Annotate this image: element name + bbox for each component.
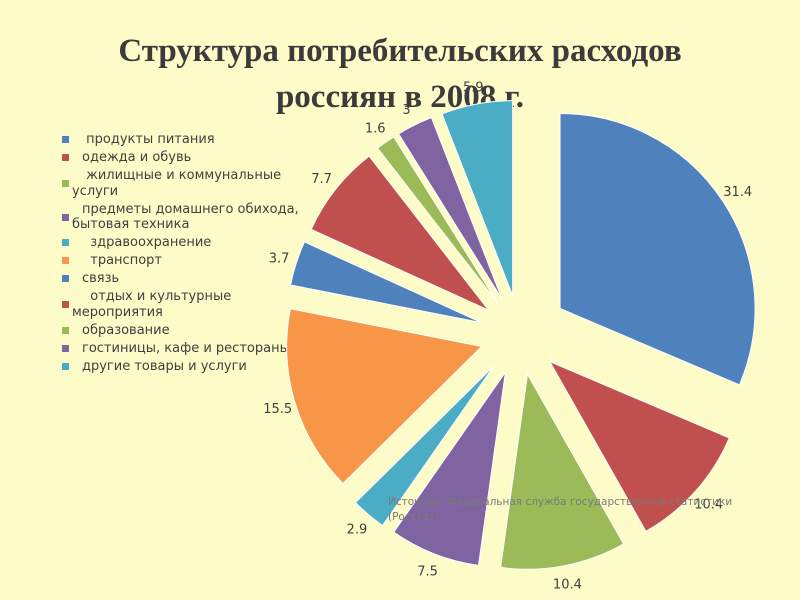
legend-label: связь (82, 271, 120, 286)
pie-slice (548, 360, 730, 533)
legend-label-continued: услуги (72, 183, 119, 199)
legend-item: одежда и обувь (62, 150, 312, 166)
legend-label: другие товары и услуги (82, 358, 247, 374)
legend-label: жилищные и коммунальные (82, 168, 282, 183)
data-label: 3 (402, 103, 410, 118)
legend-item: отдых и культурные мероприятия (62, 289, 312, 320)
data-label: 1.6 (365, 122, 386, 137)
data-label: 7.7 (311, 172, 332, 187)
legend-label-continued: мероприятия (72, 304, 163, 320)
data-label: 5.9 (463, 80, 484, 95)
pie-slice (500, 372, 625, 570)
source-line-1: Источник: Федеральная служба государстве… (388, 496, 733, 508)
pie-slice (286, 308, 483, 485)
chart-title: Структура потребительских расходов росси… (0, 28, 800, 120)
legend-item: связь (62, 271, 312, 287)
data-label: 31.4 (723, 185, 752, 200)
legend-swatch (62, 239, 69, 246)
pie-slice (354, 365, 495, 527)
legend-label: образование (82, 322, 170, 338)
legend-swatch (62, 326, 69, 334)
legend-label: предметы домашнего обихода, (82, 201, 299, 217)
legend-label: продукты питания (82, 132, 215, 147)
data-label: 10.4 (694, 498, 723, 513)
legend-item: продукты питания (62, 132, 312, 148)
legend-swatch (62, 136, 69, 143)
legend-label: здравоохранение (82, 235, 212, 250)
legend-item: транспорт (62, 253, 312, 269)
pie-slice (559, 113, 756, 386)
data-label: 10.4 (553, 578, 582, 593)
legend-swatch (62, 275, 69, 282)
legend: продукты питания одежда и обувь жилищные … (62, 132, 312, 377)
pie-slice (393, 371, 506, 566)
pie-slice (376, 136, 498, 303)
legend-label: гостиницы, кафе и рестораны (82, 340, 290, 356)
pie-slice (310, 155, 490, 311)
legend-swatch (62, 362, 69, 370)
title-line-1: Структура потребительских расходов (118, 33, 682, 69)
legend-item: гостиницы, кафе и рестораны (62, 341, 312, 357)
source-line-2: (Росстат) (388, 511, 440, 523)
legend-swatch (62, 180, 69, 187)
legend-label-continued: бытовая техника (72, 217, 190, 232)
legend-label: одежда и обувь (82, 150, 192, 165)
data-label: 15.5 (263, 402, 292, 417)
legend-swatch (62, 257, 69, 264)
legend-label: отдых и культурные (82, 289, 232, 304)
pie-slice (397, 116, 503, 300)
data-label: 2.9 (347, 522, 368, 537)
legend-item: предметы домашнего обихода, бытовая техни… (62, 202, 312, 233)
pie-slice (290, 241, 483, 324)
legend-swatch (62, 213, 69, 221)
legend-swatch (62, 154, 69, 161)
legend-item: другие товары и услуги (62, 359, 312, 375)
legend-item: здравоохранение (62, 235, 312, 251)
legend-label: транспорт (82, 253, 162, 268)
data-label: 3.7 (269, 252, 290, 267)
legend-swatch (62, 344, 69, 352)
legend-item: жилищные и коммунальные услуги (62, 168, 312, 199)
pie-slice (441, 100, 514, 296)
legend-swatch (62, 301, 69, 308)
source-note: Источник: Федеральная служба государстве… (388, 495, 732, 525)
data-label: 7.5 (417, 565, 438, 580)
legend-item: образование (62, 323, 312, 339)
